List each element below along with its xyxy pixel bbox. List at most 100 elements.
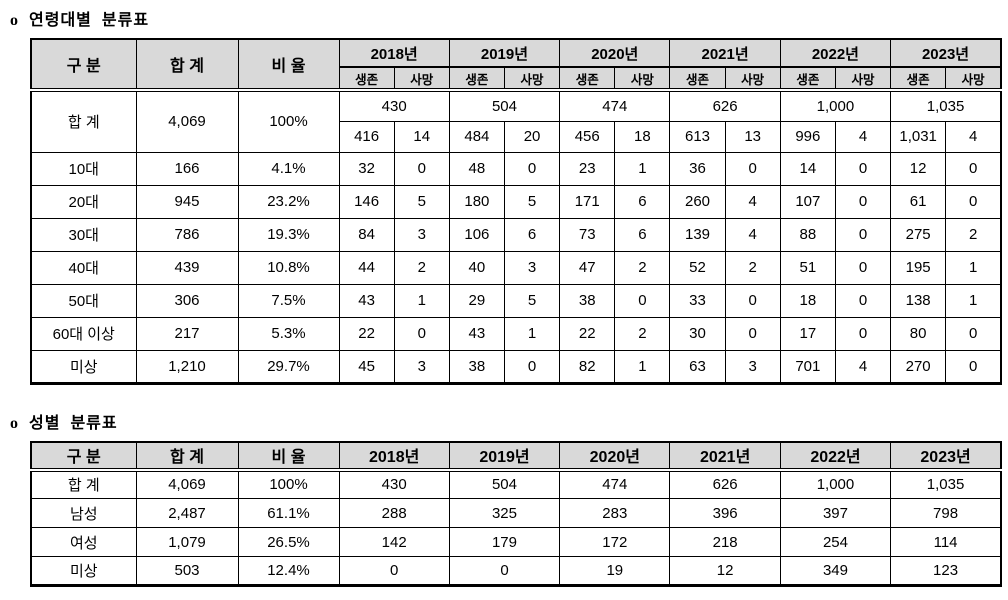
table-row: 30대 786 19.3% 84 3 106 6 73 6 139 4 88 0… (30, 217, 1002, 252)
table-cell: 195 (890, 250, 947, 285)
table-cell: 23 (559, 151, 616, 186)
row-label: 합 계 (30, 469, 137, 499)
table-row: 남성 2,487 61.1% 288 325 283 396 397 798 (30, 498, 1002, 528)
col-header-total: 합 계 (135, 441, 239, 472)
row-label: 40대 (30, 250, 137, 285)
table-row: 40대 439 10.8% 44 2 40 3 47 2 52 2 51 0 1… (30, 250, 1002, 285)
gender-classification-table: 구 분 합 계 비 율 2018년 2019년 2020년 2021년 2022… (30, 440, 1002, 587)
table-cell: 139 (669, 217, 726, 252)
table-cell: 484 (448, 120, 505, 153)
table-cell: 0 (393, 151, 450, 186)
sub-header-alive: 생존 (338, 66, 395, 92)
table-cell: 945 (135, 184, 239, 219)
row-label: 20대 (30, 184, 137, 219)
table-row: 미상 503 12.4% 0 0 19 12 349 123 (30, 556, 1002, 586)
age-table-header-years: 구 분 합 계 비 율 2018년 2019년 2020년 2021년 2022… (30, 38, 1002, 92)
table-cell: 166 (135, 151, 239, 186)
table-cell: 217 (135, 316, 239, 351)
table-cell: 29.7% (237, 349, 340, 384)
table-cell: 0 (503, 349, 561, 384)
table-cell: 6 (614, 184, 671, 219)
col-header-ratio: 비 율 (237, 441, 340, 472)
row-label: 50대 (30, 283, 137, 318)
table-cell: 52 (669, 250, 726, 285)
table-cell: 0 (338, 556, 450, 586)
sub-header-alive: 생존 (779, 66, 836, 92)
year-header: 2020년 (559, 38, 671, 68)
table-cell: 17 (779, 316, 836, 351)
table-cell: 0 (834, 151, 892, 186)
table-cell: 40 (448, 250, 505, 285)
table-cell: 626 (669, 469, 781, 499)
table-cell: 36 (669, 151, 726, 186)
table-cell: 474 (559, 89, 671, 122)
table-cell: 5 (503, 283, 561, 318)
table-cell: 123 (890, 556, 1002, 586)
table-cell: 100% (237, 469, 340, 499)
table-cell: 325 (448, 498, 561, 528)
table-cell: 2 (945, 217, 1002, 252)
table-cell: 4 (945, 120, 1002, 153)
table-cell: 0 (724, 316, 781, 351)
table-cell: 430 (338, 469, 450, 499)
table-cell: 19 (559, 556, 671, 586)
table-cell: 504 (448, 469, 561, 499)
table-row: 여성 1,079 26.5% 142 179 172 218 254 114 (30, 527, 1002, 557)
total-row-merged: 합 계 4,069 100% 430 504 474 626 1,000 1,0… (30, 89, 1002, 153)
table-cell: 0 (503, 151, 561, 186)
age-table-header-sub: 생존 사망 생존 사망 생존 사망 생존 사망 생존 사망 생존 사망 (31, 66, 1002, 92)
table-cell: 18 (614, 120, 671, 153)
table-cell: 114 (890, 527, 1002, 557)
table-cell: 26.5% (237, 527, 340, 557)
table-cell: 171 (559, 184, 616, 219)
table-cell: 786 (135, 217, 239, 252)
table-cell: 106 (448, 217, 505, 252)
table-cell: 82 (559, 349, 616, 384)
table-cell: 44 (338, 250, 395, 285)
row-label: 합 계 (30, 89, 137, 153)
sub-header-dead: 사망 (393, 66, 450, 92)
table-cell: 3 (724, 349, 781, 384)
table-cell: 0 (945, 316, 1002, 351)
table-cell: 63 (669, 349, 726, 384)
table-cell: 22 (338, 316, 395, 351)
table-cell: 1,031 (890, 120, 947, 153)
table-cell: 270 (890, 349, 947, 384)
sub-header-alive: 생존 (559, 66, 616, 92)
table-cell: 38 (559, 283, 616, 318)
gender-table-title: o 성별 분류표 (10, 414, 118, 432)
table-cell: 2 (724, 250, 781, 285)
table-cell: 0 (834, 184, 892, 219)
year-header: 2022년 (779, 38, 892, 68)
table-cell: 14 (779, 151, 836, 186)
table-cell: 306 (135, 283, 239, 318)
table-cell: 798 (890, 498, 1002, 528)
table-cell: 288 (338, 498, 450, 528)
table-cell: 1 (503, 316, 561, 351)
table-cell: 503 (135, 556, 239, 586)
table-cell: 12 (669, 556, 781, 586)
table-cell: 1,035 (890, 89, 1002, 122)
row-label: 여성 (30, 527, 137, 557)
row-label: 미상 (30, 556, 137, 586)
table-cell: 1 (614, 349, 671, 384)
table-cell: 180 (448, 184, 505, 219)
table-row: 50대 306 7.5% 43 1 29 5 38 0 33 0 18 0 13… (30, 283, 1002, 318)
sub-header-alive: 생존 (669, 66, 726, 92)
table-cell: 61.1% (237, 498, 340, 528)
table-cell: 10.8% (237, 250, 340, 285)
table-cell: 3 (393, 349, 450, 384)
age-table-title: o 연령대별 분류표 (10, 12, 150, 29)
age-classification-table: 구 분 합 계 비 율 2018년 2019년 2020년 2021년 2022… (30, 38, 1002, 385)
row-label: 미상 (30, 349, 137, 384)
table-cell: 179 (448, 527, 561, 557)
table-cell: 0 (393, 316, 450, 351)
table-cell: 1 (393, 283, 450, 318)
table-cell: 146 (338, 184, 395, 219)
table-cell: 0 (834, 283, 892, 318)
table-row: 합 계 4,069 100% 430 504 474 626 1,000 1,0… (30, 469, 1002, 499)
table-cell: 172 (559, 527, 671, 557)
col-header-total: 합 계 (135, 38, 239, 92)
table-cell: 23.2% (237, 184, 340, 219)
table-cell: 1 (945, 250, 1002, 285)
